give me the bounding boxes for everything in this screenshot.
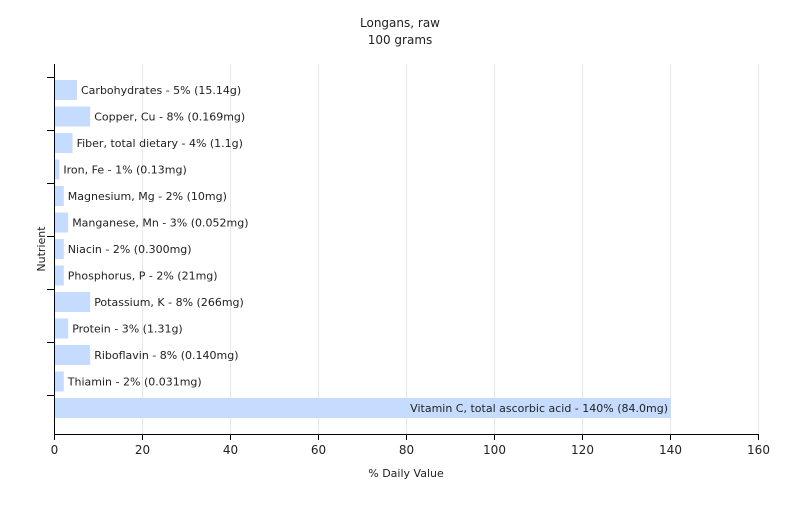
bar: [55, 186, 64, 206]
x-tick-label: 40: [223, 443, 238, 457]
bar-label: Protein - 3% (1.31g): [72, 323, 183, 336]
bar-label: Fiber, total dietary - 4% (1.1g): [77, 137, 243, 150]
bar-label: Copper, Cu - 8% (0.169mg): [94, 111, 245, 124]
bar-label: Vitamin C, total ascorbic acid - 140% (8…: [410, 402, 668, 415]
bar-label: Riboflavin - 8% (0.140mg): [94, 349, 238, 362]
bar: [55, 398, 671, 418]
x-tick-label: 140: [659, 443, 682, 457]
x-tick-label: 60: [311, 443, 326, 457]
x-tick-label: 80: [399, 443, 414, 457]
bar: [55, 212, 69, 233]
x-tick-label: 20: [135, 443, 150, 457]
bars: [55, 80, 671, 418]
bar-label: Manganese, Mn - 3% (0.052mg): [72, 217, 248, 230]
bar-labels: Carbohydrates - 5% (15.14g) Copper, Cu - …: [63, 84, 668, 415]
bar: [55, 292, 91, 312]
bar: [55, 133, 73, 153]
bar-label: Iron, Fe - 1% (0.13mg): [63, 164, 186, 177]
chart-subtitle: 100 grams: [368, 33, 433, 47]
x-tick-label: 120: [571, 443, 594, 457]
bar-label: Carbohydrates - 5% (15.14g): [81, 84, 241, 97]
bar: [55, 80, 77, 100]
bar: [55, 345, 91, 365]
x-tick-label: 160: [747, 443, 770, 457]
chart-title: Longans, raw: [360, 16, 440, 30]
bar: [55, 159, 60, 180]
bar: [55, 239, 64, 259]
bar: [55, 265, 64, 286]
y-axis-title: Nutrient: [35, 226, 48, 272]
x-axis-title: % Daily Value: [368, 467, 444, 480]
bar: [55, 371, 64, 392]
bar-label: Thiamin - 2% (0.031mg): [67, 376, 202, 389]
bar: [55, 106, 91, 127]
bar-label: Phosphorus, P - 2% (21mg): [68, 270, 218, 283]
axes: 0 20 40 60 80 100 120 140 160: [47, 64, 770, 457]
bar-label: Niacin - 2% (0.300mg): [68, 243, 192, 256]
x-tick-label: 0: [51, 443, 59, 457]
bar-label: Magnesium, Mg - 2% (10mg): [68, 190, 227, 203]
bar: [55, 318, 69, 339]
bar-label: Potassium, K - 8% (266mg): [94, 296, 244, 309]
x-tick-label: 100: [483, 443, 506, 457]
grid-lines: [142, 64, 759, 434]
